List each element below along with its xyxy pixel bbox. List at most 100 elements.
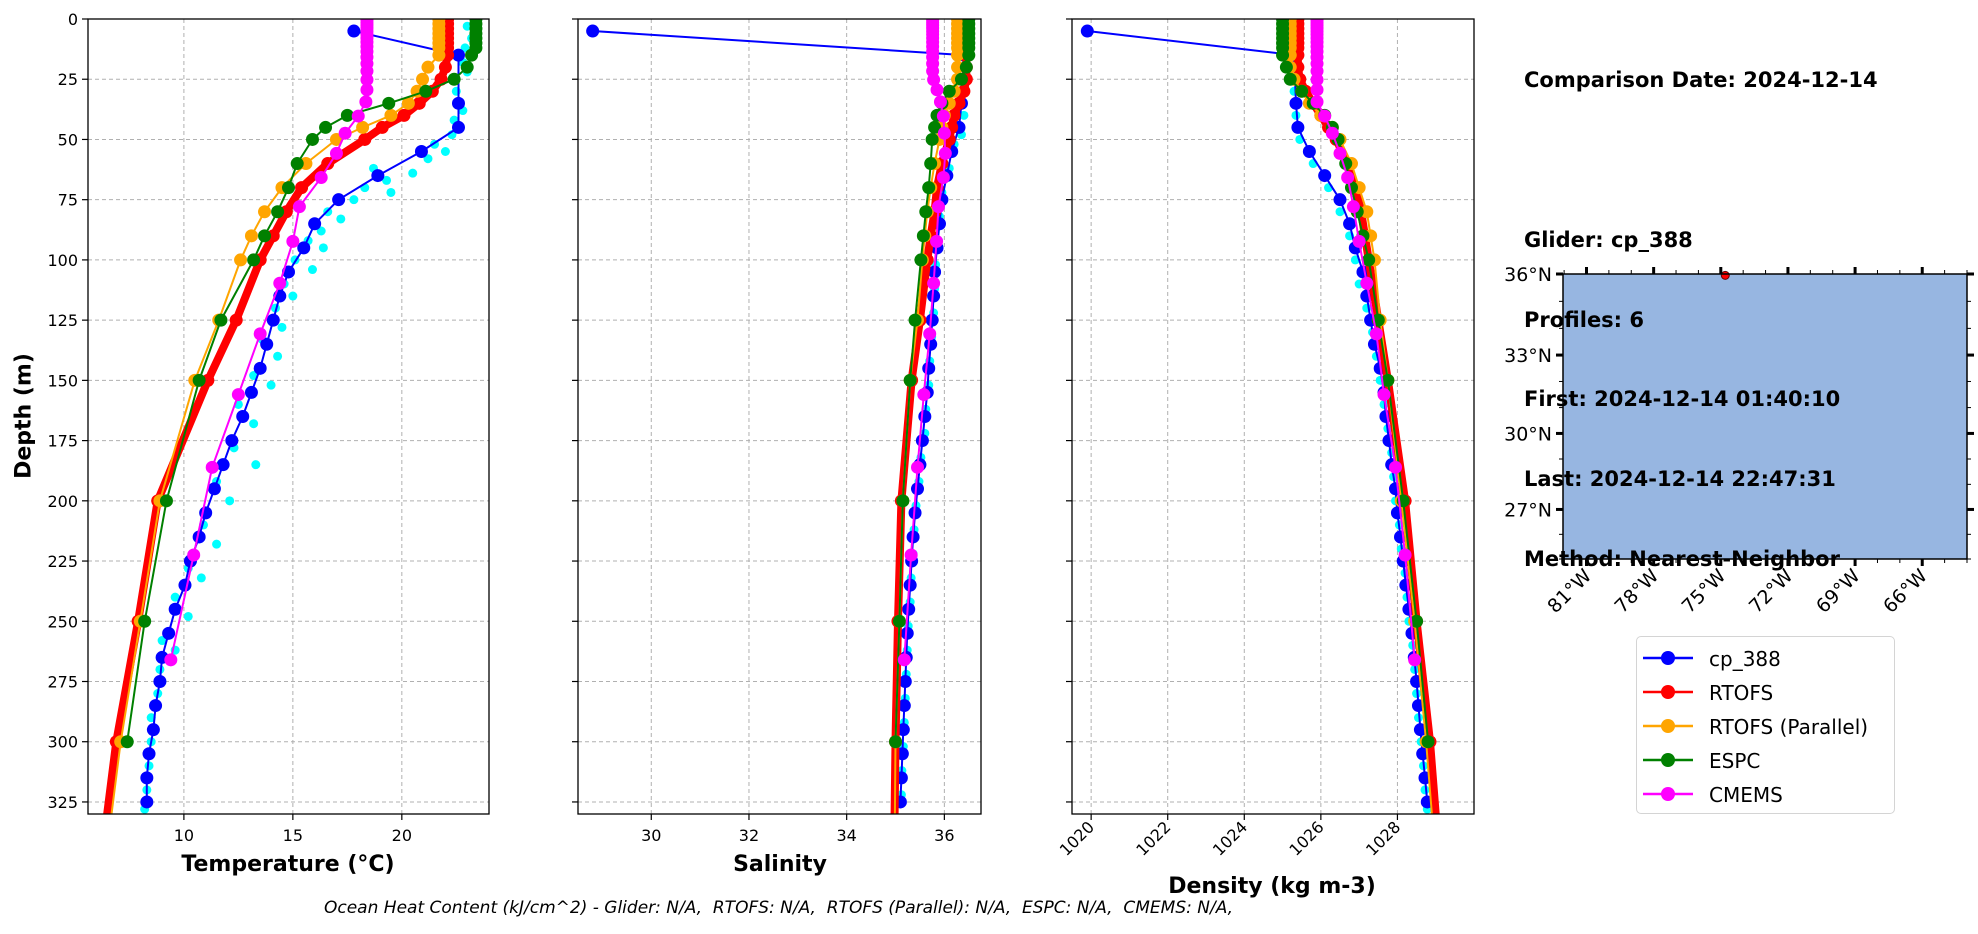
glider-raw-point — [460, 43, 470, 53]
cmems-point — [933, 95, 947, 109]
espc-point — [1279, 60, 1293, 74]
espc-point — [924, 157, 938, 171]
espc-point — [271, 205, 285, 219]
legend-label: RTOFS — [1709, 681, 1774, 705]
rtofs-parallel-point — [244, 229, 258, 243]
glider-raw-point — [157, 636, 167, 646]
cp-388-point — [266, 313, 280, 327]
cmems-point — [338, 126, 352, 140]
rtofs-point — [888, 856, 901, 869]
cmems-point — [1352, 234, 1366, 248]
glider-raw-point — [273, 351, 283, 361]
x-tick-label: 36 — [934, 826, 954, 845]
cp-388-point — [903, 578, 917, 592]
salinity-panel: 30 32 34 36 — [572, 18, 982, 869]
cp-388-point — [153, 675, 167, 688]
cmems-point — [1310, 83, 1324, 97]
cmems-point — [1389, 460, 1403, 474]
espc-point — [1295, 84, 1309, 98]
cmems-point — [1325, 126, 1339, 140]
espc-point — [1276, 48, 1290, 62]
map-lat-label: 36°N — [1504, 264, 1552, 286]
cp-388-point — [253, 361, 267, 375]
cmems-point — [286, 234, 300, 248]
map-lat-label: 33°N — [1504, 345, 1552, 367]
espc-point — [1362, 253, 1376, 267]
glider-raw-point — [316, 226, 326, 236]
y-tick-label: 150 — [47, 371, 78, 390]
temperature-panel: 0 25 50 75 100 125 150 175 200 225 250 275 300 325 10 1… — [47, 10, 490, 869]
espc-point — [942, 84, 956, 98]
info-text-box: Comparison Date: 2024-12-14 Glider: cp_3… — [1524, 14, 1878, 626]
cmems-point — [360, 83, 374, 97]
espc-point — [340, 108, 354, 122]
cmems-point — [1377, 388, 1391, 402]
cp-388-point — [236, 410, 250, 423]
legend-item-espc: ESPC — [1637, 745, 1894, 775]
cmems-point — [351, 109, 365, 123]
rtofs-parallel-point — [99, 856, 112, 869]
cp-388-point — [1289, 96, 1303, 110]
rtofs-parallel-point — [234, 253, 248, 267]
rtofs-parallel-point — [258, 205, 272, 219]
cp-388-point — [216, 458, 230, 472]
espc-point — [159, 494, 173, 508]
glider-raw-point — [277, 322, 287, 332]
y-tick-label: 200 — [47, 492, 78, 511]
rtofs-point — [375, 120, 389, 134]
espc-point — [962, 48, 976, 62]
cmems-point — [910, 460, 924, 474]
cmems-point — [292, 200, 306, 214]
cp-388-point — [1080, 24, 1094, 38]
y-tick-label: 225 — [47, 552, 78, 571]
cmems-point — [273, 276, 287, 290]
cmems-point — [1310, 73, 1324, 87]
glider-raw-point — [196, 573, 206, 583]
cmems-point — [164, 653, 178, 667]
cp-388-point — [1291, 120, 1305, 134]
glider-raw-point — [251, 460, 261, 470]
legend-item-cmems: CMEMS — [1637, 779, 1894, 809]
cmems-point — [937, 126, 951, 140]
x-tick-label: 1028 — [1362, 817, 1404, 859]
y-tick-label: 250 — [47, 612, 78, 631]
cmems-point — [917, 388, 931, 402]
temperature-axis-label: Temperature (°C) — [181, 852, 395, 877]
y-tick-label: 325 — [47, 793, 78, 812]
rtofs-parallel-point — [888, 856, 901, 869]
rtofs-point — [947, 108, 961, 122]
plot-area — [1080, 19, 1446, 869]
cmems-point — [904, 548, 918, 562]
cp-388-point — [902, 602, 916, 616]
cmems-point — [923, 327, 937, 341]
glider-raw-point — [183, 611, 193, 621]
cmems-point — [932, 200, 946, 214]
legend-label: cp_388 — [1709, 647, 1781, 671]
x-tick-label: 30 — [641, 826, 661, 845]
glider-raw-point — [1335, 207, 1345, 217]
last-time: Last: 2024-12-14 22:47:31 — [1524, 467, 1836, 492]
cp-388-point — [142, 747, 156, 761]
glider-raw-point — [382, 175, 392, 185]
cp-388-point — [910, 482, 924, 496]
legend-marker-icon — [1643, 651, 1693, 665]
cmems-point — [1398, 548, 1412, 562]
y-tick-label: 75 — [58, 191, 78, 210]
cp-388-point — [225, 434, 239, 448]
density-panel: 1020 1022 1024 1026 1028 — [1056, 18, 1475, 869]
cp-388-point — [146, 723, 160, 737]
cmems-point — [1408, 653, 1422, 667]
espc-point — [460, 60, 474, 74]
espc-point — [447, 72, 461, 86]
glider-raw-point — [170, 592, 180, 602]
rtofs-point — [1433, 856, 1446, 869]
rtofs-parallel-point — [384, 108, 398, 122]
cmems-point — [1333, 146, 1347, 160]
comparison-date: Comparison Date: 2024-12-14 — [1524, 68, 1878, 93]
rtofs-point — [295, 181, 309, 195]
rtofs-parallel-point — [416, 72, 430, 86]
y-tick-label: 50 — [58, 130, 78, 149]
cmems-point — [927, 276, 941, 290]
